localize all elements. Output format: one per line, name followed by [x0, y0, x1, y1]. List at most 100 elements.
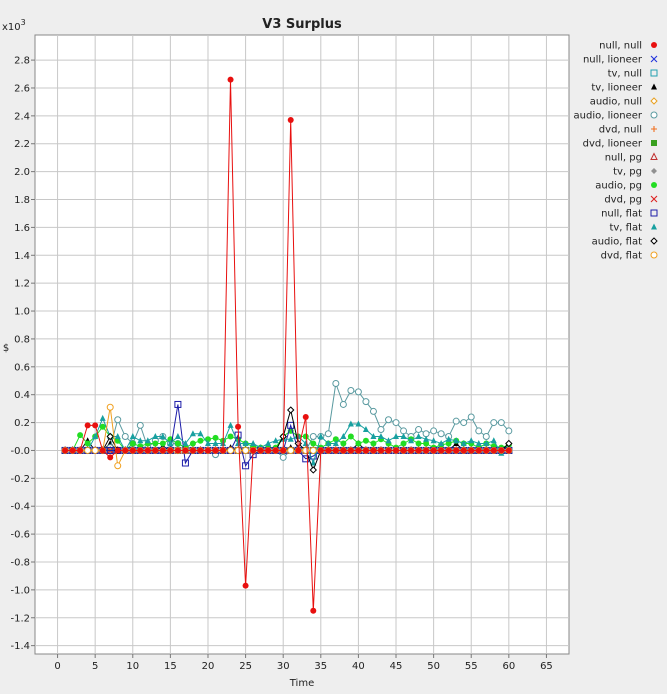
data-point [302, 433, 309, 440]
legend-label: null, pg [605, 153, 642, 164]
data-point [317, 433, 324, 440]
data-point [106, 446, 114, 454]
data-point [152, 447, 159, 454]
data-point [370, 447, 377, 454]
legend-item: tv, lioneer [591, 83, 657, 94]
data-point [220, 447, 227, 454]
data-point [310, 440, 317, 447]
data-point [347, 387, 355, 395]
data-point [144, 437, 151, 444]
data-point [227, 421, 234, 428]
data-point [250, 447, 257, 454]
legend-item: null, pg [605, 152, 658, 164]
data-point [77, 447, 84, 454]
legend-marker [651, 42, 657, 48]
legend-label: tv, lioneer [591, 83, 643, 94]
data-point [347, 447, 354, 454]
data-point [475, 427, 483, 435]
x-tick-label: 25 [239, 661, 252, 672]
data-point [159, 433, 166, 440]
data-point [121, 433, 129, 441]
y-multiplier-label: x103 [2, 18, 26, 33]
data-point [182, 439, 189, 446]
data-point [482, 433, 490, 441]
y-tick-label: 0.6 [14, 362, 30, 373]
legend-label: null, lioneer [583, 55, 643, 66]
data-point [437, 430, 445, 438]
x-tick-label: 50 [427, 661, 440, 672]
data-point [415, 447, 422, 454]
legend-label: null, flat [601, 209, 642, 220]
data-point [340, 440, 347, 447]
y-tick-label: -1.4 [10, 641, 30, 652]
x-tick-label: 45 [390, 661, 403, 672]
series-null-null [62, 76, 512, 614]
data-point [423, 435, 430, 442]
data-point [408, 447, 415, 454]
y-axis-title: $ [3, 343, 9, 354]
data-point [385, 447, 392, 454]
data-point [354, 388, 362, 396]
data-point [490, 447, 497, 454]
data-point [204, 447, 211, 454]
data-point [324, 430, 332, 438]
y-tick-label: -0.0 [10, 446, 30, 457]
data-point [242, 446, 250, 454]
data-point [445, 435, 452, 442]
data-point [460, 447, 467, 454]
legend-label: null, null [599, 41, 642, 52]
data-point [370, 433, 377, 440]
legend-marker [650, 97, 658, 105]
data-point [483, 447, 490, 454]
y-tick-label: 2.0 [14, 167, 30, 178]
data-point [99, 423, 106, 430]
data-point [84, 422, 91, 429]
x-tick-label: 40 [352, 661, 365, 672]
x-tick-label: 35 [314, 661, 327, 672]
data-point [347, 433, 354, 440]
y-multiplier-exponent: 3 [21, 18, 26, 27]
x-tick-label: 5 [92, 661, 98, 672]
data-point [152, 433, 159, 440]
legend-item: dvd, null [599, 125, 657, 136]
data-point [325, 447, 332, 454]
y-tick-label: 1.8 [14, 195, 30, 206]
data-point [122, 447, 129, 454]
data-point [242, 439, 249, 446]
data-point [415, 426, 423, 434]
data-point [212, 434, 219, 441]
legend-item: tv, null [608, 69, 658, 80]
data-point [197, 437, 204, 444]
data-point [159, 440, 166, 447]
data-point [84, 440, 91, 447]
data-point [227, 446, 235, 454]
data-point [159, 447, 166, 454]
data-point [137, 447, 144, 454]
y-tick-label: 2.2 [14, 139, 30, 150]
legend-item: dvd, lioneer [583, 139, 657, 150]
legend-marker [650, 111, 658, 119]
data-point [309, 433, 317, 441]
plot-area [34, 34, 570, 655]
data-point [377, 426, 385, 434]
data-point [490, 437, 497, 444]
legend-label: audio, flat [592, 237, 642, 248]
data-point [430, 427, 438, 435]
data-point [505, 427, 513, 435]
data-point [106, 403, 114, 411]
data-point [287, 117, 294, 124]
data-point [377, 447, 384, 454]
legend-marker [650, 152, 658, 160]
data-point [369, 407, 377, 415]
data-point [393, 447, 400, 454]
data-point [129, 440, 136, 447]
x-tick-label: 10 [126, 661, 139, 672]
data-point [137, 437, 144, 444]
data-point [235, 423, 242, 430]
x-tick-label: 55 [465, 661, 478, 672]
data-point [347, 420, 354, 427]
legend-label: tv, flat [609, 223, 642, 234]
data-point [438, 447, 445, 454]
data-point [212, 439, 219, 446]
data-point [227, 76, 234, 83]
